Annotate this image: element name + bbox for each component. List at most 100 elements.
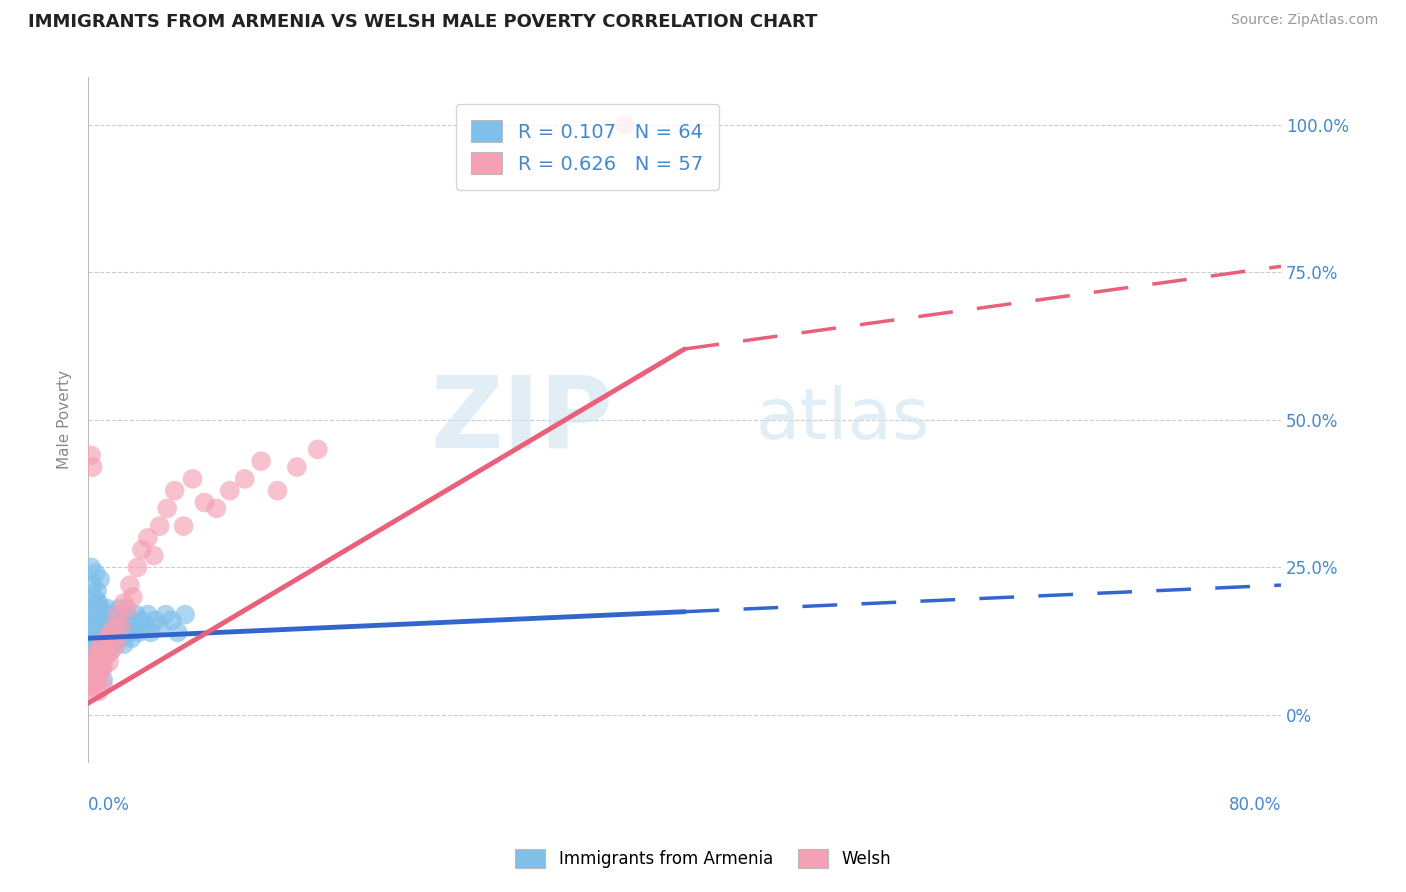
Point	[87, 614, 110, 628]
Point	[91, 673, 114, 687]
Text: atlas: atlas	[756, 385, 931, 454]
Point	[86, 584, 108, 599]
Point	[149, 519, 172, 533]
Point	[83, 590, 105, 604]
Point	[89, 601, 111, 615]
Point	[110, 619, 132, 633]
Point	[90, 648, 112, 663]
Point	[233, 472, 256, 486]
Text: 0.0%: 0.0%	[89, 797, 129, 814]
Point	[82, 678, 104, 692]
Point	[94, 648, 117, 663]
Point	[93, 643, 115, 657]
Point	[82, 578, 104, 592]
Point	[96, 637, 118, 651]
Point	[83, 643, 105, 657]
Point	[111, 614, 134, 628]
Point	[104, 637, 127, 651]
Point	[80, 637, 103, 651]
Legend: R = 0.107   N = 64, R = 0.626   N = 57: R = 0.107 N = 64, R = 0.626 N = 57	[456, 104, 718, 190]
Point	[82, 601, 104, 615]
Point	[84, 673, 107, 687]
Point	[80, 614, 103, 628]
Point	[131, 614, 153, 628]
Point	[80, 661, 103, 675]
Point	[193, 495, 215, 509]
Point	[84, 566, 107, 581]
Point	[156, 501, 179, 516]
Point	[89, 637, 111, 651]
Point	[174, 607, 197, 622]
Point	[155, 607, 177, 622]
Text: ZIP: ZIP	[430, 371, 613, 468]
Point	[266, 483, 288, 498]
Point	[205, 501, 228, 516]
Point	[166, 625, 188, 640]
Point	[93, 632, 115, 646]
Point	[86, 661, 108, 675]
Point	[127, 560, 149, 574]
Point	[285, 460, 308, 475]
Point	[143, 614, 166, 628]
Point	[98, 625, 121, 640]
Point	[114, 619, 136, 633]
Point	[86, 673, 108, 687]
Point	[104, 619, 127, 633]
Point	[107, 607, 129, 622]
Point	[142, 549, 165, 563]
Point	[91, 678, 114, 692]
Point	[112, 596, 135, 610]
Point	[115, 607, 138, 622]
Point	[160, 614, 183, 628]
Point	[218, 483, 240, 498]
Point	[94, 648, 117, 663]
Point	[107, 625, 129, 640]
Point	[82, 648, 104, 663]
Point	[79, 684, 101, 698]
Point	[90, 661, 112, 675]
Point	[87, 648, 110, 663]
Point	[250, 454, 273, 468]
Point	[91, 643, 114, 657]
Point	[90, 637, 112, 651]
Point	[118, 578, 141, 592]
Point	[84, 619, 107, 633]
Point	[131, 542, 153, 557]
Point	[91, 607, 114, 622]
Point	[149, 619, 172, 633]
Text: 80.0%: 80.0%	[1229, 797, 1281, 814]
Point	[87, 596, 110, 610]
Point	[108, 601, 131, 615]
Point	[87, 684, 110, 698]
Point	[122, 619, 145, 633]
Point	[122, 590, 145, 604]
Point	[83, 678, 105, 692]
Point	[87, 643, 110, 657]
Point	[100, 607, 122, 622]
Point	[82, 460, 104, 475]
Point	[115, 601, 138, 615]
Point	[134, 619, 156, 633]
Point	[90, 625, 112, 640]
Point	[89, 655, 111, 669]
Point	[100, 643, 122, 657]
Point	[105, 614, 128, 628]
Point	[83, 666, 105, 681]
Point	[82, 666, 104, 681]
Point	[82, 655, 104, 669]
Point	[136, 531, 159, 545]
Point	[80, 673, 103, 687]
Point	[139, 625, 162, 640]
Text: IMMIGRANTS FROM ARMENIA VS WELSH MALE POVERTY CORRELATION CHART: IMMIGRANTS FROM ARMENIA VS WELSH MALE PO…	[28, 13, 817, 31]
Point	[105, 637, 128, 651]
Point	[89, 661, 111, 675]
Point	[136, 607, 159, 622]
Point	[96, 601, 118, 615]
Point	[307, 442, 329, 457]
Point	[80, 560, 103, 574]
Point	[110, 632, 132, 646]
Point	[89, 572, 111, 586]
Point	[117, 625, 139, 640]
Point	[103, 632, 125, 646]
Point	[613, 118, 636, 132]
